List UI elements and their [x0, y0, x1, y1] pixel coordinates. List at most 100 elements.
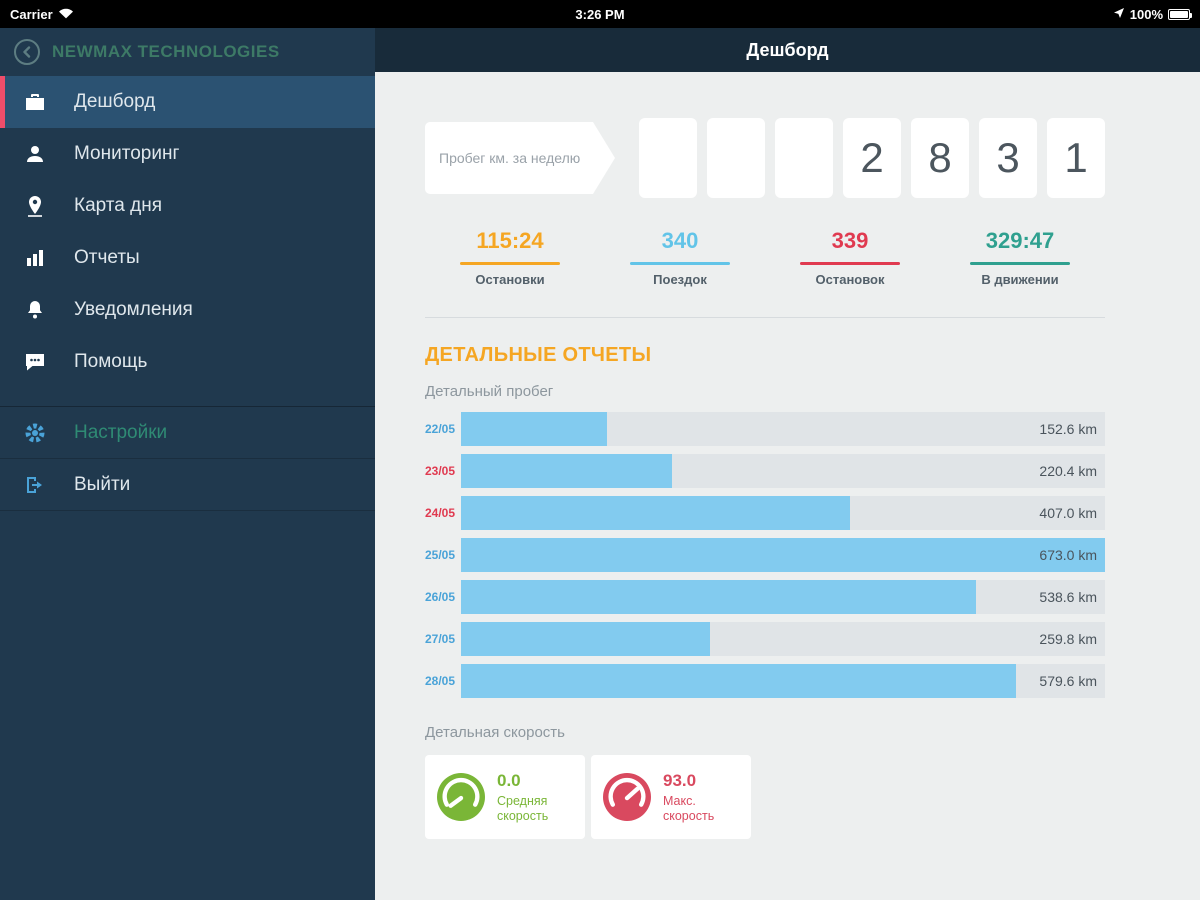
status-bar: Carrier 3:26 PM 100%	[0, 0, 1200, 28]
mileage-row: 28/05 579.6 km	[425, 664, 1105, 698]
mileage-row: 22/05 152.6 km	[425, 412, 1105, 446]
mileage-row: 26/05 538.6 km	[425, 580, 1105, 614]
bar-fill	[461, 664, 1016, 698]
avg-speed-value: 0.0	[497, 770, 521, 790]
sidebar-item-label: Помощь	[74, 351, 148, 372]
bar-fill	[461, 538, 1105, 572]
stat: 329:47 В движении	[935, 228, 1105, 287]
sidebar-item-label: Мониторинг	[74, 143, 180, 164]
sidebar: NEWMAX TECHNOLOGIES Дешборд Мониторинг	[0, 28, 375, 900]
mileage-row: 25/05 673.0 km	[425, 538, 1105, 572]
speed-subtitle: Детальная скорость	[425, 724, 565, 741]
dashboard-content: Пробег км. за неделю 2 8 3 1 115:24	[375, 72, 1200, 900]
bar-value-label: 152.6 km	[1039, 421, 1097, 437]
mileage-row: 24/05 407.0 km	[425, 496, 1105, 530]
company-name: NEWMAX TECHNOLOGIES	[52, 42, 280, 61]
bar-value-label: 259.8 km	[1039, 631, 1097, 647]
sidebar-item-label: Выйти	[74, 473, 131, 495]
odometer-digit: 1	[1047, 118, 1105, 198]
bar-fill	[461, 580, 977, 614]
stat-label: Поездок	[653, 272, 707, 287]
divider	[425, 317, 1105, 318]
battery-percent-label: 100%	[1129, 6, 1163, 22]
battery-icon	[1168, 8, 1192, 20]
odometer-digit	[639, 118, 697, 198]
bar-track: 152.6 km	[461, 412, 1105, 446]
bell-icon	[22, 297, 48, 323]
bar-date-label: 22/05	[425, 422, 456, 436]
sidebar-item-label: Дешборд	[74, 91, 156, 112]
bar-fill	[461, 454, 672, 488]
sidebar-item-dashboard[interactable]: Дешборд	[0, 76, 375, 128]
clock-label: 3:26 PM	[575, 6, 625, 22]
stat: 115:24 Остановки	[425, 228, 595, 287]
nav-bar: Дешборд	[375, 28, 1200, 72]
stat-underline	[970, 262, 1070, 265]
stat-label: Остановки	[475, 272, 545, 287]
max-speed-value: 93.0	[663, 770, 697, 790]
mileage-row: 23/05 220.4 km	[425, 454, 1105, 488]
chat-icon	[22, 349, 48, 375]
stat-underline	[630, 262, 730, 265]
wifi-icon	[58, 7, 74, 22]
sidebar-item-logout[interactable]: Выйти	[0, 459, 375, 511]
bar-track: 579.6 km	[461, 664, 1105, 698]
sidebar-menu: Дешборд Мониторинг Карта дня	[0, 76, 375, 511]
stat: 339 Остановок	[765, 228, 935, 287]
bar-track: 220.4 km	[461, 454, 1105, 488]
odometer: Пробег км. за неделю 2 8 3 1	[425, 118, 1105, 198]
sidebar-item-label: Настройки	[74, 421, 168, 443]
stat-label: В движении	[981, 272, 1059, 287]
mileage-row: 27/05 259.8 km	[425, 622, 1105, 656]
bar-track: 538.6 km	[461, 580, 1105, 614]
gear-icon	[22, 420, 48, 446]
odometer-label: Пробег км. за неделю	[425, 122, 615, 194]
gauge-icon	[603, 773, 651, 821]
bar-date-label: 27/05	[425, 632, 456, 646]
odometer-digit: 3	[979, 118, 1037, 198]
stat-underline	[460, 262, 560, 265]
bar-value-label: 673.0 km	[1039, 547, 1097, 563]
bar-fill	[461, 622, 710, 656]
page-title: Дешборд	[746, 39, 829, 60]
speed-card: 0.0 Средняя скорость	[425, 755, 585, 839]
mileage-chart: 22/05 152.6 km 23/05 220.4 km 24/05 407.…	[425, 412, 1105, 698]
stat-label: Остановок	[815, 272, 885, 287]
back-button[interactable]	[14, 39, 40, 65]
sidebar-item-settings[interactable]: Настройки	[0, 407, 375, 459]
sidebar-footer: Настройки Выйти	[0, 406, 375, 511]
bar-chart-icon	[22, 245, 48, 271]
odometer-digit	[775, 118, 833, 198]
odometer-digits: 2 8 3 1	[639, 118, 1105, 198]
sidebar-header: NEWMAX TECHNOLOGIES	[0, 28, 375, 76]
bar-track: 673.0 km	[461, 538, 1105, 572]
speed-card: 93.0 Макс. скорость	[591, 755, 751, 839]
stat: 340 Поездок	[595, 228, 765, 287]
sidebar-item-label: Уведомления	[74, 299, 193, 320]
stat-value: 339	[831, 228, 869, 253]
stat-value: 340	[661, 228, 699, 253]
sidebar-item-notifications[interactable]: Уведомления	[0, 284, 375, 336]
gauge-icon	[437, 773, 485, 821]
sidebar-item-reports[interactable]: Отчеты	[0, 232, 375, 284]
bar-date-label: 26/05	[425, 590, 456, 604]
bar-value-label: 579.6 km	[1039, 673, 1097, 689]
bar-track: 407.0 km	[461, 496, 1105, 530]
briefcase-icon	[22, 89, 48, 115]
bar-fill	[461, 412, 608, 446]
odometer-digit: 8	[911, 118, 969, 198]
location-arrow-icon	[1113, 7, 1125, 22]
avg-speed-label: Средняя скорость	[497, 793, 549, 823]
main-panel: Дешборд Пробег км. за неделю 2 8 3 1	[375, 28, 1200, 900]
bar-date-label: 25/05	[425, 548, 456, 562]
sidebar-item-day-map[interactable]: Карта дня	[0, 180, 375, 232]
map-pin-icon	[22, 193, 48, 219]
stats-row: 115:24 Остановки 340 Поездок 339 Останов…	[425, 228, 1105, 287]
logout-icon	[22, 472, 48, 498]
sidebar-item-monitoring[interactable]: Мониторинг	[0, 128, 375, 180]
sidebar-item-help[interactable]: Помощь	[0, 336, 375, 388]
odometer-digit: 2	[843, 118, 901, 198]
stat-underline	[800, 262, 900, 265]
bar-value-label: 538.6 km	[1039, 589, 1097, 605]
max-speed-label: Макс. скорость	[663, 793, 715, 823]
